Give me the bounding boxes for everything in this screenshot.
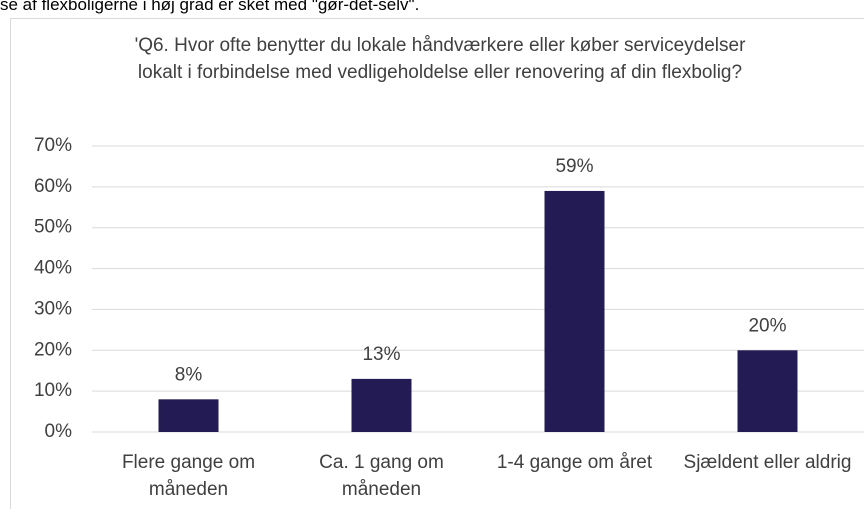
x-tick-label: 1-4 gange om året [496, 452, 653, 473]
y-tick-label: 70% [34, 135, 72, 156]
y-tick-label: 0% [45, 421, 73, 442]
y-tick-label: 40% [34, 258, 72, 279]
data-label: 8% [175, 364, 203, 385]
data-label: 13% [362, 344, 400, 365]
bar [737, 350, 798, 432]
y-tick-label: 20% [34, 339, 72, 360]
data-label: 59% [555, 156, 593, 177]
chart-title: 'Q6. Hvor ofte benytter du lokale håndvæ… [134, 35, 746, 83]
header-text: se af flexboligerne i høj grad er sket m… [0, 0, 420, 14]
x-tick-label: Flere gange om måneden [121, 452, 256, 500]
bar [158, 399, 219, 432]
bar [544, 190, 605, 432]
x-tick-label: Ca. 1 gang om måneden [319, 452, 444, 500]
x-tick-label: Sjældent eller aldrig [683, 452, 852, 473]
data-label: 20% [748, 315, 786, 336]
bar [351, 378, 412, 432]
y-tick-label: 60% [34, 176, 72, 197]
y-tick-label: 30% [34, 298, 72, 319]
y-tick-label: 50% [34, 217, 72, 238]
y-tick-label: 10% [34, 380, 72, 401]
